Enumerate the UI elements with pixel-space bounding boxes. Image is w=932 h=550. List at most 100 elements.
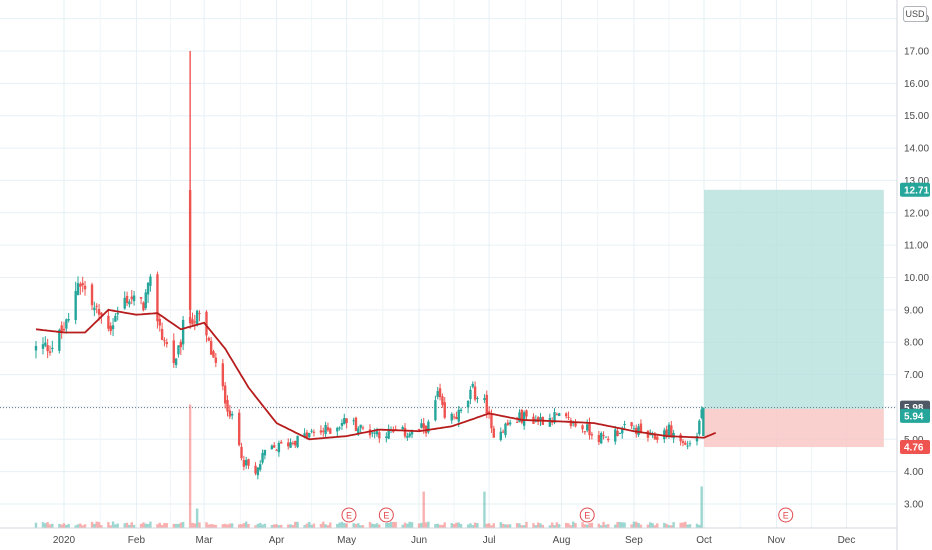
candle-body [116, 312, 119, 315]
volume-bar [457, 522, 460, 528]
volume-bar [670, 525, 673, 528]
volume-bar [163, 522, 166, 528]
volume-bar [679, 522, 682, 528]
candle-body [539, 417, 542, 421]
volume-bar [469, 523, 472, 528]
candle [41, 337, 45, 355]
candle [639, 419, 643, 434]
candle-body [375, 431, 379, 435]
volume-bar [95, 521, 98, 528]
candle-body [221, 363, 225, 387]
y-tick-label: 3.00 [904, 500, 924, 511]
volume-bar [142, 522, 145, 528]
earnings-marker[interactable]: E [778, 507, 794, 523]
candle-body [679, 434, 682, 442]
earnings-marker-circle [579, 507, 595, 523]
candle [637, 423, 640, 437]
volume-bar [128, 524, 131, 528]
candle-body [90, 284, 94, 306]
volume-bar [160, 524, 164, 528]
volume-bar [195, 508, 199, 528]
volume-bar [387, 522, 390, 528]
volume-bar [310, 524, 313, 528]
volume-bar [93, 523, 96, 528]
candle-body [177, 345, 180, 355]
volume-bar [394, 521, 397, 528]
candle-body [371, 432, 374, 434]
volume-bar [361, 525, 365, 528]
candle [240, 442, 243, 461]
volume-bar [158, 522, 161, 528]
candle [165, 338, 168, 348]
candle [670, 420, 673, 438]
price-axis[interactable]: 3.004.005.006.007.008.009.0010.0011.0012… [904, 14, 929, 510]
candle [359, 424, 362, 433]
candle [244, 456, 248, 469]
volume-bar [635, 521, 638, 528]
volume-bar [67, 523, 70, 528]
candle [378, 430, 381, 443]
volume-bar [146, 524, 150, 528]
candle [142, 301, 145, 312]
currency-badge[interactable]: USD [903, 6, 927, 22]
volume-bar [630, 524, 633, 528]
candle-body [354, 417, 358, 432]
candle-body [553, 412, 556, 423]
candle-body [443, 402, 446, 418]
candle-body [174, 358, 178, 366]
candle [179, 339, 182, 355]
candle-body [109, 325, 112, 332]
candle-body [471, 383, 474, 387]
earnings-marker[interactable]: E [341, 507, 357, 523]
volume-bar [392, 521, 395, 528]
candle-body [230, 413, 234, 416]
y-tick-label: 9.00 [904, 305, 924, 316]
target-zone[interactable] [704, 189, 884, 409]
candle-body [401, 426, 404, 430]
volume-bar [653, 525, 657, 528]
x-tick-label: Oct [696, 535, 712, 546]
candle [607, 436, 610, 443]
volume-bar [149, 521, 152, 528]
volume-bar [338, 522, 341, 528]
volume-bar [359, 525, 362, 528]
candle [247, 458, 250, 470]
x-tick-label: 2020 [53, 535, 76, 546]
candle [473, 381, 477, 402]
volume-bar [401, 524, 404, 528]
volume-bar [65, 525, 68, 528]
candle [597, 430, 601, 446]
candle [60, 321, 63, 339]
x-tick-label: Feb [128, 535, 146, 546]
volume-bar [532, 523, 535, 528]
volume-bar [230, 523, 234, 528]
volume-bar [427, 521, 430, 528]
candle [604, 436, 608, 438]
earnings-marker[interactable]: E [579, 507, 595, 523]
volume-bar [41, 522, 45, 528]
candle-body [357, 428, 360, 434]
candle-body [228, 410, 232, 417]
candle [336, 426, 339, 437]
earnings-marker[interactable]: E [378, 507, 394, 523]
candle [144, 289, 147, 311]
stop-price-tag-text: 4.76 [904, 443, 924, 454]
volume-bar [228, 523, 232, 528]
candle [226, 395, 229, 417]
candle-body [149, 276, 152, 286]
time-axis[interactable]: 2020 Feb Mar Apr May Jun Jul Aug Sep Oct Nov Dec [53, 535, 856, 546]
volume-bar [240, 524, 243, 528]
candle-body [207, 337, 211, 341]
volume-bar [504, 524, 507, 528]
stop-zone[interactable] [704, 408, 884, 448]
candle-body [548, 417, 552, 427]
candle-body [107, 315, 110, 329]
volume-bar [408, 521, 411, 528]
volume-bar [237, 524, 241, 528]
candle [172, 333, 175, 368]
volume-bar [663, 522, 666, 528]
candle-body [469, 389, 472, 400]
candle [354, 416, 358, 432]
volume-bar [602, 521, 605, 528]
